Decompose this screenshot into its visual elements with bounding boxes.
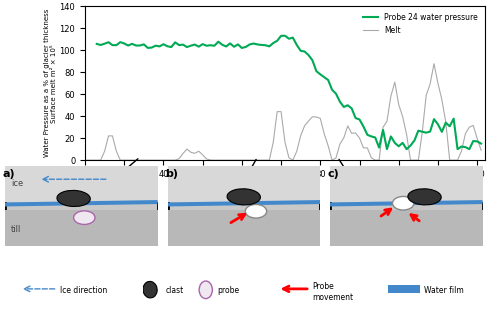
- Ellipse shape: [246, 204, 266, 218]
- Text: probe: probe: [217, 286, 239, 295]
- Text: c): c): [328, 169, 339, 179]
- Text: a): a): [2, 169, 15, 179]
- Text: ice: ice: [11, 179, 24, 188]
- Bar: [330, 210, 482, 246]
- Ellipse shape: [74, 211, 95, 225]
- Text: till: till: [11, 225, 22, 234]
- X-axis label: DOY: DOY: [274, 184, 295, 194]
- Bar: [168, 210, 320, 246]
- Text: Ice direction: Ice direction: [60, 286, 107, 295]
- Bar: [168, 166, 320, 203]
- Bar: [5, 166, 158, 203]
- Ellipse shape: [392, 197, 414, 210]
- Text: Water film: Water film: [424, 286, 464, 295]
- Bar: [388, 285, 420, 293]
- Text: b): b): [165, 169, 178, 179]
- Ellipse shape: [143, 281, 157, 298]
- Ellipse shape: [57, 190, 90, 207]
- Legend: Probe 24 water pressure, Melt: Probe 24 water pressure, Melt: [360, 10, 481, 38]
- Polygon shape: [168, 200, 320, 207]
- Polygon shape: [330, 200, 482, 207]
- Ellipse shape: [199, 281, 212, 299]
- Ellipse shape: [408, 189, 441, 205]
- Text: Probe
movement: Probe movement: [312, 282, 354, 302]
- Bar: [5, 210, 158, 246]
- Polygon shape: [5, 200, 158, 207]
- Bar: [330, 166, 482, 203]
- Y-axis label: Water Pressure as a % of glacier thickness
Surface melt m² × 10⁵: Water Pressure as a % of glacier thickne…: [44, 9, 57, 157]
- Text: clast: clast: [166, 286, 184, 295]
- Ellipse shape: [227, 189, 260, 205]
